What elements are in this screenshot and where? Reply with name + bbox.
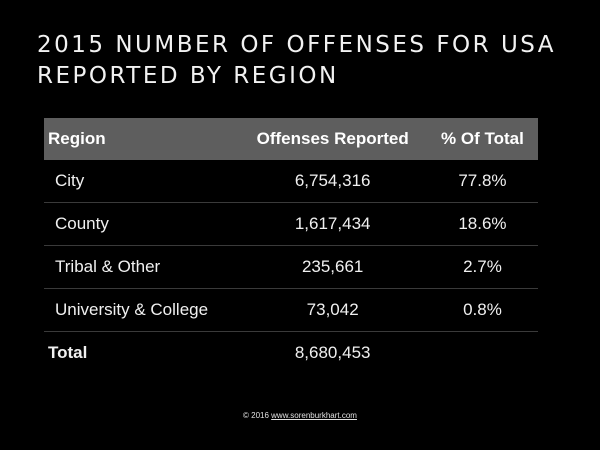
cell-offenses: 73,042 xyxy=(238,288,427,332)
header-percent-of-total: % Of Total xyxy=(426,118,538,160)
cell-percent: 0.8% xyxy=(426,288,538,332)
table-row: City 6,754,316 77.8% xyxy=(44,160,538,203)
copyright-text: © 2016 xyxy=(243,411,272,420)
cell-region: Tribal & Other xyxy=(44,245,239,289)
table-row: University & College 73,042 0.8% xyxy=(44,288,538,332)
table-total-row: Total 8,680,453 xyxy=(44,332,538,375)
total-label: Total xyxy=(48,343,88,362)
cell-region: City xyxy=(44,160,239,203)
cell-percent: 18.6% xyxy=(426,202,538,246)
total-percent xyxy=(427,332,538,375)
title-line-2: REPORTED BY REGION xyxy=(37,63,339,89)
cell-offenses: 235,661 xyxy=(238,245,427,289)
total-offenses: 8,680,453 xyxy=(294,343,371,362)
table-row: Tribal & Other 235,661 2.7% xyxy=(44,245,538,289)
cell-region: University & College xyxy=(44,288,239,332)
website-link[interactable]: www.sorenburkhart.com xyxy=(271,411,357,420)
offenses-table: Region Offenses Reported % Of Total City… xyxy=(44,118,538,374)
copyright-footer: © 2016 www.sorenburkhart.com xyxy=(0,411,600,420)
table-row: County 1,617,434 18.6% xyxy=(44,202,538,246)
table-header-row: Region Offenses Reported % Of Total xyxy=(44,118,538,160)
header-offenses-reported: Offenses Reported xyxy=(238,118,427,160)
header-region: Region xyxy=(44,118,239,160)
slide-title: 2015 NUMBER OF OFFENSES FOR USA REPORTED… xyxy=(37,30,577,92)
cell-offenses: 6,754,316 xyxy=(238,160,427,203)
cell-percent: 77.8% xyxy=(426,160,538,203)
cell-region: County xyxy=(44,202,239,246)
cell-offenses: 1,617,434 xyxy=(238,202,427,246)
cell-percent: 2.7% xyxy=(426,245,538,289)
title-line-1: 2015 NUMBER OF OFFENSES FOR USA xyxy=(37,32,557,58)
